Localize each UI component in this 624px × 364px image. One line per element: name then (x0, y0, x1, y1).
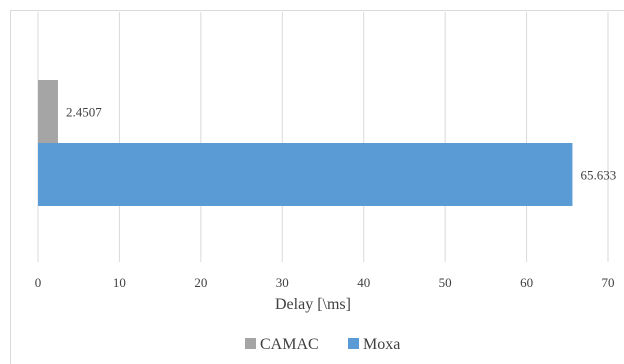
legend-swatch-camac (245, 338, 256, 349)
x-tick-labels: 0 10 20 30 40 50 60 70 (35, 275, 615, 290)
x-tick-label-40: 40 (357, 275, 370, 290)
data-label-camac: 2.4507 (66, 105, 102, 120)
bar-camac (38, 80, 58, 143)
x-tick-label-70: 70 (602, 275, 615, 290)
bars (38, 80, 573, 206)
x-tick-label-30: 30 (276, 275, 289, 290)
legend-label-moxa: Moxa (363, 336, 400, 353)
bar-moxa (38, 143, 573, 206)
x-tick-label-50: 50 (439, 275, 452, 290)
x-tick-label-0: 0 (35, 275, 42, 290)
data-label-moxa: 65.633 (580, 168, 616, 183)
legend-label-camac: CAMAC (260, 336, 319, 353)
x-tick-label-20: 20 (194, 275, 207, 290)
legend-swatch-moxa (348, 338, 359, 349)
legend: CAMAC Moxa (245, 336, 400, 353)
data-labels: 2.4507 65.633 (66, 105, 616, 183)
grid-lines (37, 12, 609, 262)
x-axis-title: Delay [\ms] (275, 296, 351, 313)
x-tick-label-10: 10 (113, 275, 126, 290)
x-tick-label-60: 60 (520, 275, 533, 290)
